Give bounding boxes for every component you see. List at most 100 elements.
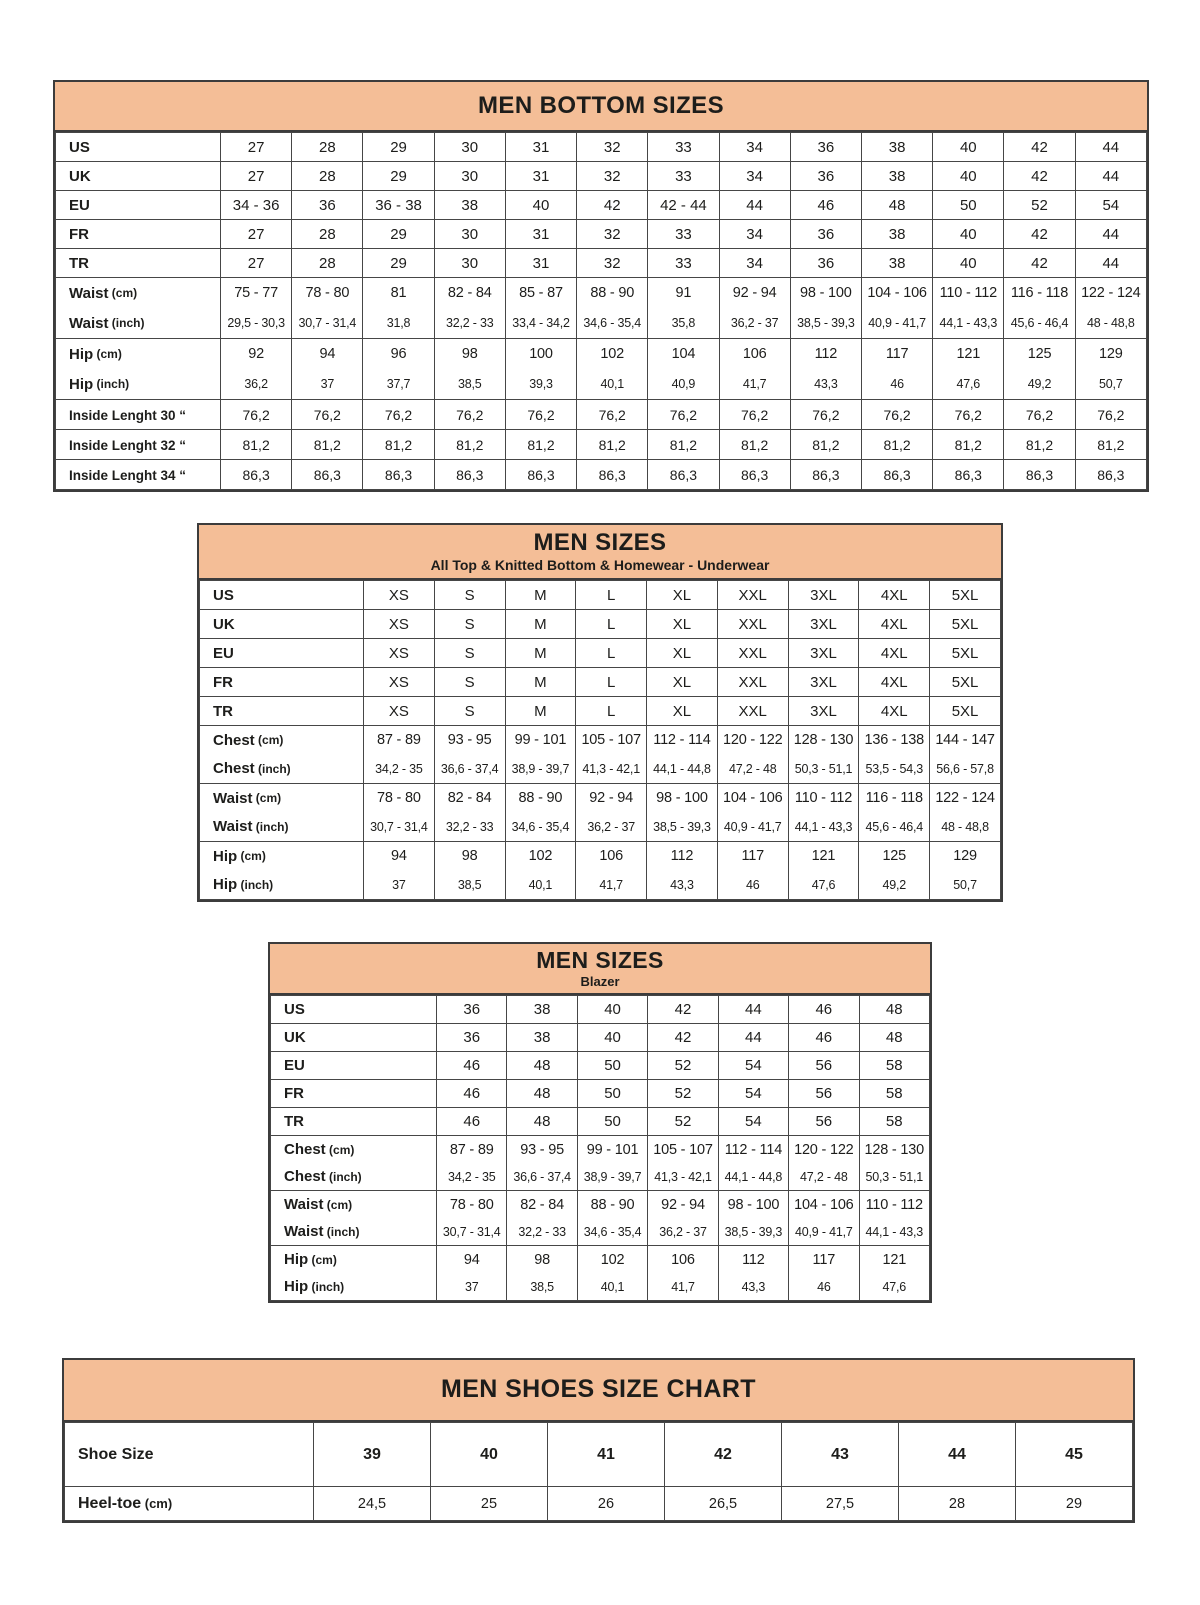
cell-value: 4XL — [880, 586, 908, 604]
value-cell: 82 - 84 32,2 - 33 — [433, 277, 506, 339]
cell-value: 27 — [247, 138, 265, 156]
measure-name: EU — [284, 1057, 305, 1074]
cell-value: 40,1 — [528, 877, 553, 892]
cell-value: 76,2 — [384, 406, 413, 423]
value-cell: 52 — [1003, 190, 1076, 220]
row-label: EU — [55, 190, 221, 220]
measure-name: Chest — [213, 731, 255, 749]
value-cell: 81,2 — [576, 429, 649, 460]
value-cell: S — [433, 638, 506, 668]
cell-value: 3XL — [810, 673, 837, 691]
men-sizes-blazer-grid: US 36 38 40 42 44 46 48 UK 36 38 40 42 44 46 48 EU 46 48 50… — [270, 995, 931, 1301]
value-cell: 94 37 — [363, 841, 435, 900]
value-cell: 36 — [435, 1023, 508, 1052]
value-cell: 86,3 — [362, 459, 435, 490]
value-cell: 42 — [1003, 132, 1076, 162]
row-label: Heel-toe (cm) — [64, 1486, 314, 1521]
cell-value: 39,3 — [529, 377, 553, 391]
value-cell: 32 — [576, 161, 649, 191]
men-shoes-grid: Shoe Size 39 40 41 42 43 44 45 Heel-toe (cm) 24,5… — [64, 1422, 1133, 1521]
value-cell: 27 — [219, 219, 293, 249]
cell-value: 44,1 - 44,8 — [724, 1169, 783, 1184]
value-cell: 48 — [858, 1023, 931, 1052]
cell-value: 29 — [1065, 1495, 1083, 1512]
cell-value: 47,6 — [811, 877, 836, 892]
cell-value: 36,2 - 37 — [587, 819, 635, 834]
cell-value: 33,4 - 34,2 — [512, 316, 570, 330]
measure-name: Hip — [284, 1278, 309, 1295]
value-cell: XS — [363, 667, 435, 697]
cell-value: 44 — [1102, 225, 1120, 243]
value-cell: 129 50,7 — [929, 841, 1001, 900]
value-cell: 44 — [1074, 161, 1148, 191]
cell-value: 38,5 — [458, 377, 482, 391]
measure-name: Hip — [213, 847, 238, 865]
table-header: MEN BOTTOM SIZES — [55, 82, 1147, 132]
cell-value: 37 — [320, 377, 335, 391]
value-cell: 31 — [504, 161, 578, 191]
cell-value: 46 — [815, 1029, 833, 1046]
row-label: Inside Lenght 34 “ — [55, 459, 221, 490]
cell-value: 27,5 — [825, 1495, 855, 1512]
table-row: Waist (cm) Waist (inch) 75 - 77 29,5 - 30,3… — [55, 277, 1148, 339]
table-row: EU XS S M L XL XXL 3XL 4XL 5XL — [199, 638, 1001, 668]
value-cell: 43 — [781, 1422, 899, 1487]
cell-value: 112 — [814, 346, 838, 362]
value-cell: 76,2 — [291, 399, 364, 430]
cell-value: 110 - 112 — [794, 790, 853, 807]
cell-value: 32 — [603, 138, 621, 156]
row-label-text: Chest (cm) — [213, 727, 363, 755]
value-cell: 40 — [504, 190, 578, 220]
cell-value: 42 — [714, 1445, 732, 1463]
value-cell: 81,2 — [1074, 429, 1148, 460]
value-cell: 98 38,5 — [506, 1245, 578, 1301]
value-cell: 98 - 100 38,5 - 39,3 — [789, 277, 862, 339]
cell-value: 48 — [888, 196, 906, 214]
cell-value: 86,3 — [527, 466, 555, 483]
value-cell: 44 — [718, 190, 791, 220]
cell-value: 34,6 - 35,4 — [511, 819, 570, 834]
cell-value: 46 — [817, 196, 835, 214]
row-label-text: US — [69, 139, 220, 156]
cell-value: 98 - 100 — [727, 1196, 780, 1213]
value-cell: 121 47,6 — [858, 1245, 931, 1301]
value-cell: 36 — [789, 132, 862, 162]
value-cell: 76,2 — [433, 399, 506, 430]
cell-value: 88 - 90 — [590, 1196, 635, 1213]
cell-value: 4XL — [880, 702, 908, 720]
row-label: UK — [270, 1023, 437, 1052]
row-label: US — [199, 580, 364, 610]
value-cell: 122 - 124 48 - 48,8 — [1074, 277, 1148, 339]
cell-value: 29 — [390, 138, 407, 156]
value-cell: 86,3 — [219, 459, 293, 490]
value-cell: XS — [363, 638, 435, 668]
value-cell: XL — [646, 580, 718, 610]
measure-name: US — [213, 586, 234, 604]
value-cell: 36 — [435, 995, 508, 1024]
value-cell: 32 — [576, 219, 649, 249]
cell-value: 122 - 124 — [1081, 285, 1141, 301]
value-cell: 27 — [219, 132, 293, 162]
cell-value: 98 - 100 — [656, 790, 708, 807]
row-label-text: Waist (inch) — [284, 1218, 436, 1245]
value-cell: 40 — [932, 248, 1005, 278]
cell-value: 45 — [1065, 1445, 1083, 1463]
value-cell: M — [504, 638, 577, 668]
cell-value: M — [534, 615, 547, 633]
value-cell: 92 - 94 36,2 - 37 — [718, 277, 791, 339]
cell-value: 38 — [533, 1029, 551, 1046]
cell-value: 120 - 122 — [722, 732, 783, 749]
cell-value: 54 — [1102, 196, 1120, 214]
value-cell: 48 — [860, 190, 934, 220]
cell-value: 98 — [461, 848, 478, 865]
value-cell: 58 — [858, 1051, 931, 1080]
value-cell: 117 46 — [860, 338, 934, 400]
cell-value: 40 — [959, 225, 977, 243]
cell-value: XL — [672, 615, 692, 633]
measure-name: Waist — [69, 284, 109, 302]
row-label-text: TR — [69, 255, 220, 272]
value-cell: 76,2 — [1074, 399, 1148, 430]
cell-value: 31 — [532, 167, 550, 185]
cell-value: 36 — [463, 1029, 481, 1046]
cell-value: 76,2 — [812, 406, 840, 423]
